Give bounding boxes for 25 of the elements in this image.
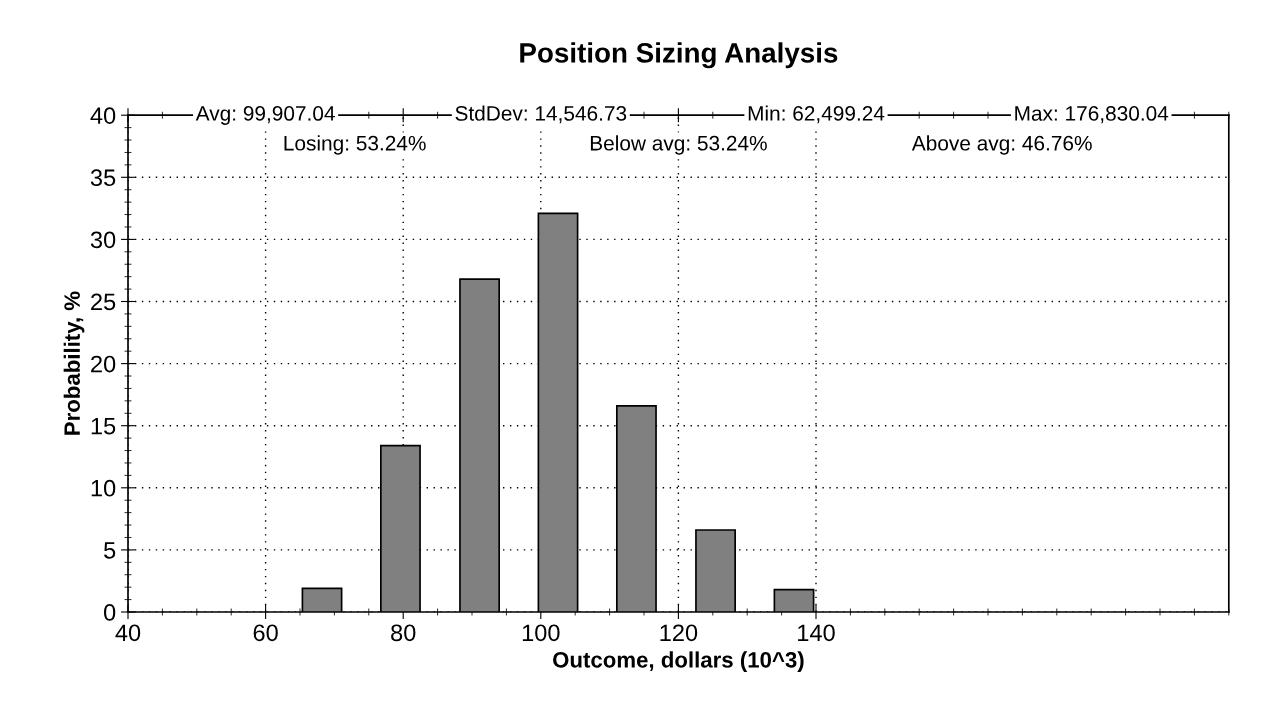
x-tick-label: 120 <box>660 624 698 642</box>
y-tick-label: 0 <box>103 604 116 621</box>
x-tick-label: 100 <box>522 624 560 642</box>
y-axis-title: Probability, % <box>63 291 85 435</box>
y-tick-label: 20 <box>91 355 116 373</box>
y-tick-label: 5 <box>104 542 116 559</box>
annotation: Min: 62,499.24 <box>748 105 885 124</box>
annotation: StdDev: 14,546.73 <box>455 105 627 124</box>
y-tick-label: 30 <box>90 231 116 249</box>
y-tick-label: 40 <box>90 107 116 124</box>
x-tick-label: 40 <box>115 624 141 642</box>
y-tick-label: 10 <box>91 479 116 497</box>
annotation: Losing: 53.24% <box>284 135 426 155</box>
x-axis-title: Outcome, dollars (10^3) <box>553 651 804 673</box>
y-tick-label: 25 <box>91 293 116 311</box>
x-tick-label: 80 <box>391 624 416 642</box>
y-tick-label: 15 <box>91 418 116 435</box>
x-tick-label: 140 <box>798 624 835 642</box>
annotation: Max: 176,830.04 <box>1015 106 1169 124</box>
x-tick-label: 60 <box>253 624 278 642</box>
annotation: Above avg: 46.76% <box>911 135 1092 155</box>
y-tick-label: 35 <box>90 169 116 187</box>
chart-title: Position Sizing Analysis <box>520 42 838 69</box>
annotation: Below avg: 53.24% <box>590 135 767 155</box>
annotation: Avg: 99,907.04 <box>195 106 335 125</box>
